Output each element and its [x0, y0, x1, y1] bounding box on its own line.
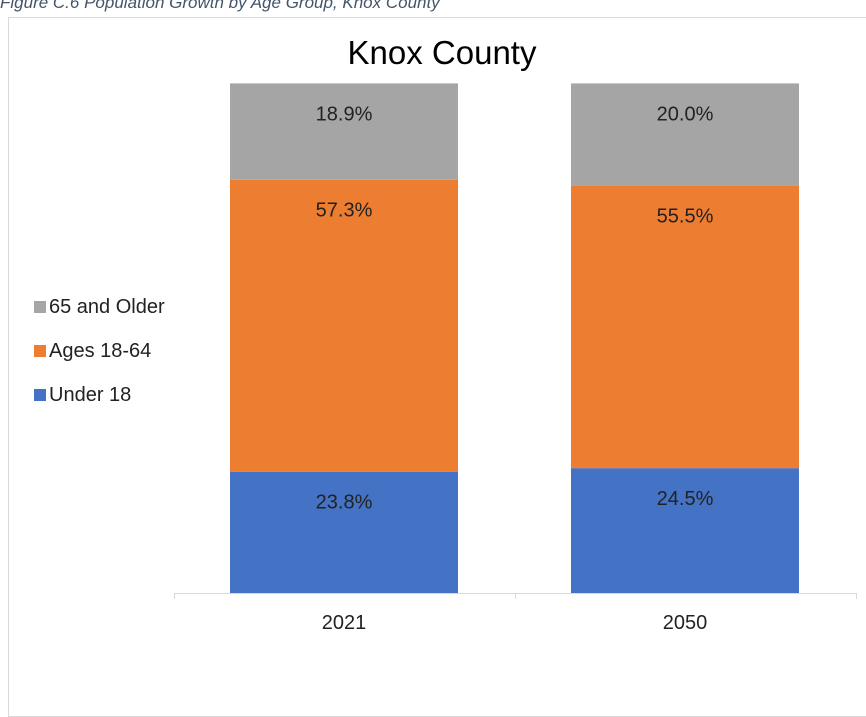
legend-label-ages-18-64: Ages 18-64: [49, 339, 152, 362]
legend-item-65-and-older: 65 and Older: [34, 294, 165, 320]
figure-caption: Figure C.6 Population Growth by Age Grou…: [0, 0, 440, 12]
bar-2050-65-and-older: [571, 83, 799, 186]
bar-2021-ages-18-64: [230, 179, 458, 472]
data-label-2021-65-and-older: 18.9%: [316, 103, 373, 125]
data-label-2021-under-18: 23.8%: [316, 492, 373, 514]
bars-group: 23.8% 57.3% 18.9% 24.5% 55.5% 20.0%: [230, 83, 799, 593]
bar-2050-ages-18-64: [571, 185, 799, 469]
legend-swatch-ages-18-64: [34, 345, 46, 357]
legend: 65 and Older Ages 18-64 Under 18: [34, 294, 165, 426]
data-label-2021-ages-18-64: 57.3%: [316, 200, 373, 222]
data-label-2050-ages-18-64: 55.5%: [657, 205, 714, 227]
x-axis: 2021 2050: [174, 593, 857, 634]
bar-2021-65-and-older: [230, 83, 458, 180]
data-label-2050-under-18: 24.5%: [657, 488, 714, 510]
legend-label-65-and-older: 65 and Older: [49, 295, 165, 318]
stacked-bar-chart: Knox County 23.8% 57.3% 18.9% 24.5% 55.5% 20.…: [174, 34, 857, 634]
legend-label-under-18: Under 18: [49, 383, 132, 406]
legend-item-under-18: Under 18: [34, 382, 165, 408]
chart-title: Knox County: [348, 34, 537, 71]
x-tick-label-2021: 2021: [322, 612, 367, 634]
bar-2021-under-18: [230, 471, 458, 593]
legend-item-ages-18-64: Ages 18-64: [34, 338, 165, 364]
legend-swatch-under-18: [34, 389, 46, 401]
legend-swatch-65-and-older: [34, 301, 46, 313]
data-label-2050-65-and-older: 20.0%: [657, 103, 714, 125]
bar-2050-under-18: [571, 468, 799, 593]
x-tick-label-2050: 2050: [663, 612, 708, 634]
